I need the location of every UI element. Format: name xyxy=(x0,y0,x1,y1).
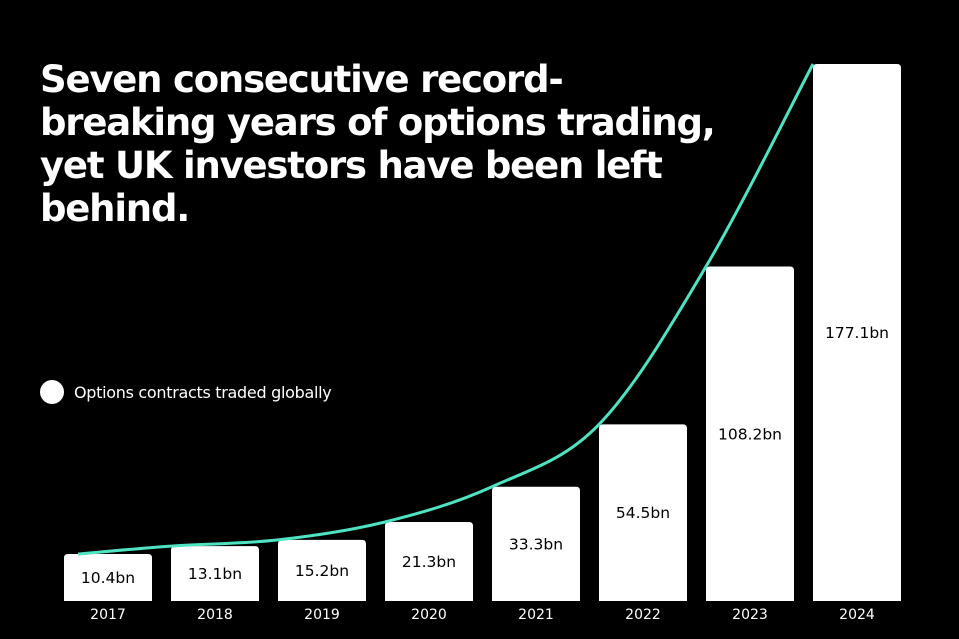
data-label: 54.5bn xyxy=(616,504,670,522)
data-label: 108.2bn xyxy=(718,425,782,443)
data-label: 15.2bn xyxy=(295,562,349,580)
chart-title: Seven consecutive record-breaking years … xyxy=(40,58,716,230)
bar-2020 xyxy=(385,521,473,601)
bar-2022 xyxy=(599,424,687,601)
x-tick-label: 2017 xyxy=(90,607,126,623)
data-label: 13.1bn xyxy=(188,565,242,583)
x-tick-label: 2022 xyxy=(625,607,661,623)
legend: Options contracts traded globally xyxy=(40,380,332,404)
bar-2023 xyxy=(706,266,794,601)
data-label: 10.4bn xyxy=(81,569,135,587)
data-label: 33.3bn xyxy=(509,535,563,553)
bar-2017 xyxy=(64,554,152,601)
x-tick-label: 2024 xyxy=(839,607,875,623)
bar-2024 xyxy=(813,64,901,601)
bar-2019 xyxy=(278,539,366,601)
data-label: 21.3bn xyxy=(402,553,456,571)
x-tick-label: 2023 xyxy=(732,607,768,623)
bar-2021 xyxy=(492,486,580,601)
bar-2018 xyxy=(171,546,259,601)
x-tick-label: 2018 xyxy=(197,607,233,623)
legend-label: Options contracts traded globally xyxy=(74,382,332,402)
trend-line xyxy=(77,63,815,556)
x-tick-label: 2019 xyxy=(304,607,340,623)
legend-swatch xyxy=(40,380,64,404)
x-tick-label: 2020 xyxy=(411,607,447,623)
x-tick-label: 2021 xyxy=(518,607,554,623)
data-label: 177.1bn xyxy=(825,324,889,342)
